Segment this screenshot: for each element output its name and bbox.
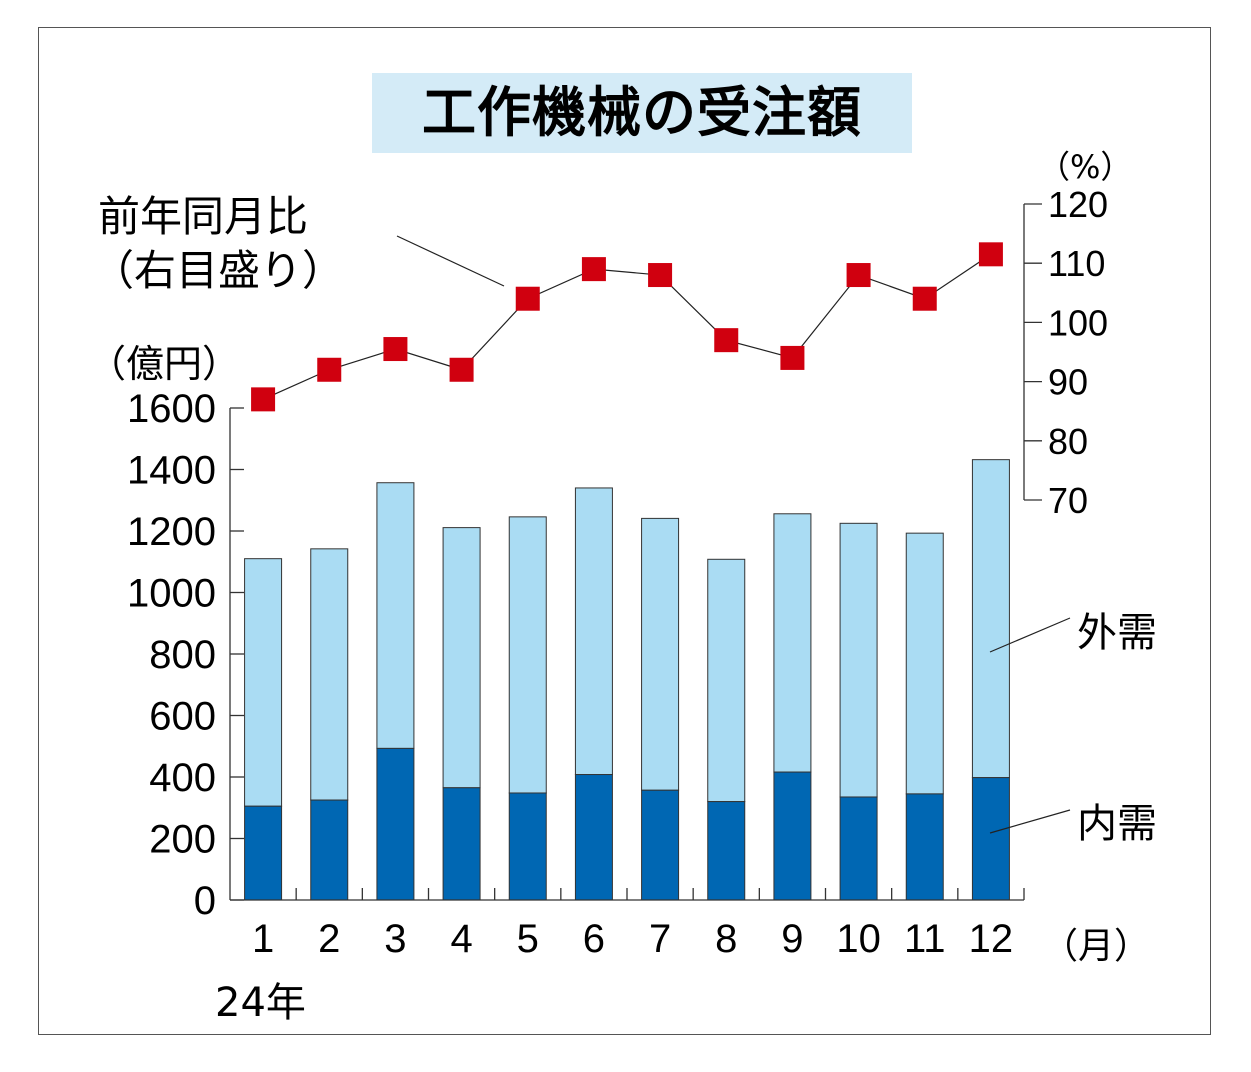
foreign-leader-line — [989, 617, 1071, 653]
left-axis-tick-label: 1400 — [127, 449, 216, 493]
bar-foreign — [839, 522, 878, 798]
bar-foreign — [508, 516, 547, 794]
yoy-marker — [912, 286, 937, 311]
yoy-marker — [846, 263, 871, 288]
bar-domestic — [971, 777, 1010, 901]
yoy-line — [262, 253, 992, 400]
right-axis-tick-label: 100 — [1048, 302, 1108, 343]
left-axis-tick-label: 1200 — [127, 510, 216, 554]
yoy-marker — [449, 357, 474, 382]
bar-domestic — [707, 801, 746, 901]
bar-domestic — [508, 792, 547, 901]
chart-title: 工作機械の受注額 — [422, 81, 862, 144]
x-axis-unit: （月） — [1042, 926, 1151, 967]
bar-domestic — [839, 796, 878, 901]
right-axis-unit: （%） — [1038, 148, 1133, 186]
bar-domestic — [574, 774, 613, 901]
left-axis-tick-label: 400 — [149, 756, 216, 800]
yoy-marker — [780, 345, 805, 370]
bar-domestic — [641, 789, 680, 901]
yoy-marker — [251, 387, 276, 412]
bar-foreign — [574, 487, 613, 776]
bar-foreign — [773, 513, 812, 773]
x-axis-tick-label: 8 — [715, 917, 737, 961]
bar-domestic — [773, 771, 812, 901]
bar-foreign — [310, 548, 349, 801]
left-axis-tick-label: 0 — [194, 879, 216, 923]
right-axis-tick-label: 80 — [1048, 421, 1088, 462]
x-axis-tick-label: 11 — [904, 917, 946, 961]
bar-foreign — [244, 558, 283, 807]
x-axis-tick-label: 12 — [969, 917, 1014, 961]
right-axis-tick-label: 110 — [1048, 243, 1105, 284]
right-axis-tick-label: 120 — [1048, 184, 1108, 225]
x-axis-tick-label: 2 — [318, 917, 340, 961]
yoy-marker — [581, 257, 606, 282]
series-label-domestic: 内需 — [1077, 801, 1157, 847]
left-axis-tick-label: 1000 — [127, 572, 216, 616]
yoy-label-line2: （右目盛り） — [92, 246, 345, 295]
year-label: 24年 — [215, 980, 306, 1026]
x-axis-tick-label: 9 — [781, 917, 803, 961]
bar-foreign — [641, 517, 680, 791]
yoy-marker — [648, 263, 673, 288]
bar-domestic — [905, 793, 944, 901]
yoy-marker — [978, 242, 1003, 267]
right-axis-tick-label: 70 — [1048, 480, 1088, 521]
right-axis-tick-label: 90 — [1048, 362, 1088, 403]
x-axis-tick-label: 10 — [836, 917, 881, 961]
x-axis-tick-label: 7 — [649, 917, 671, 961]
yoy-label-line1: 前年同月比 — [98, 192, 309, 241]
bar-foreign — [442, 527, 481, 789]
yoy-leader-line — [396, 235, 505, 287]
yoy-marker — [317, 357, 342, 382]
bar-domestic — [244, 805, 283, 901]
yoy-marker — [714, 328, 739, 353]
bar-foreign — [971, 459, 1010, 779]
title-box: 工作機械の受注額 — [372, 73, 912, 153]
bar-foreign — [905, 532, 944, 795]
bar-foreign — [707, 558, 746, 803]
series-label-foreign: 外需 — [1077, 610, 1157, 656]
x-axis-tick-label: 4 — [450, 917, 472, 961]
left-axis-tick-label: 800 — [149, 633, 216, 677]
bar-foreign — [376, 482, 415, 749]
yoy-marker — [383, 337, 408, 362]
x-axis-tick-label: 6 — [583, 917, 605, 961]
bar-domestic — [442, 787, 481, 901]
domestic-leader-line — [989, 809, 1071, 834]
bar-domestic — [376, 747, 415, 901]
x-axis-tick-label: 3 — [384, 917, 406, 961]
left-axis-tick-label: 600 — [149, 695, 216, 739]
x-axis-tick-label: 1 — [252, 917, 274, 961]
yoy-marker — [515, 286, 540, 311]
left-axis-tick-label: 1600 — [127, 387, 216, 431]
left-axis-tick-label: 200 — [149, 818, 216, 862]
x-axis-tick-label: 5 — [517, 917, 539, 961]
bar-domestic — [310, 799, 349, 901]
chart-frame — [38, 27, 1211, 1035]
left-axis-unit: （億円） — [88, 342, 241, 386]
